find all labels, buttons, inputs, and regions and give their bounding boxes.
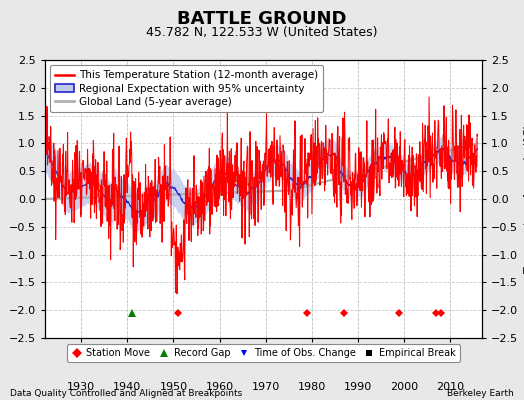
Text: BATTLE GROUND: BATTLE GROUND (177, 10, 347, 28)
Legend: Station Move, Record Gap, Time of Obs. Change, Empirical Break: Station Move, Record Gap, Time of Obs. C… (67, 344, 460, 362)
Text: 1950: 1950 (159, 382, 188, 392)
Text: 1930: 1930 (67, 382, 95, 392)
Text: 45.782 N, 122.533 W (United States): 45.782 N, 122.533 W (United States) (146, 26, 378, 39)
Text: 1960: 1960 (205, 382, 234, 392)
Text: 2010: 2010 (436, 382, 464, 392)
Text: 1980: 1980 (298, 382, 326, 392)
Text: Berkeley Earth: Berkeley Earth (447, 389, 514, 398)
Legend: This Temperature Station (12-month average), Regional Expectation with 95% uncer: This Temperature Station (12-month avera… (50, 65, 323, 112)
Text: 2000: 2000 (390, 382, 418, 392)
Text: 1970: 1970 (252, 382, 280, 392)
Text: 1990: 1990 (344, 382, 372, 392)
Text: Data Quality Controlled and Aligned at Breakpoints: Data Quality Controlled and Aligned at B… (10, 389, 243, 398)
Text: 1940: 1940 (113, 382, 141, 392)
